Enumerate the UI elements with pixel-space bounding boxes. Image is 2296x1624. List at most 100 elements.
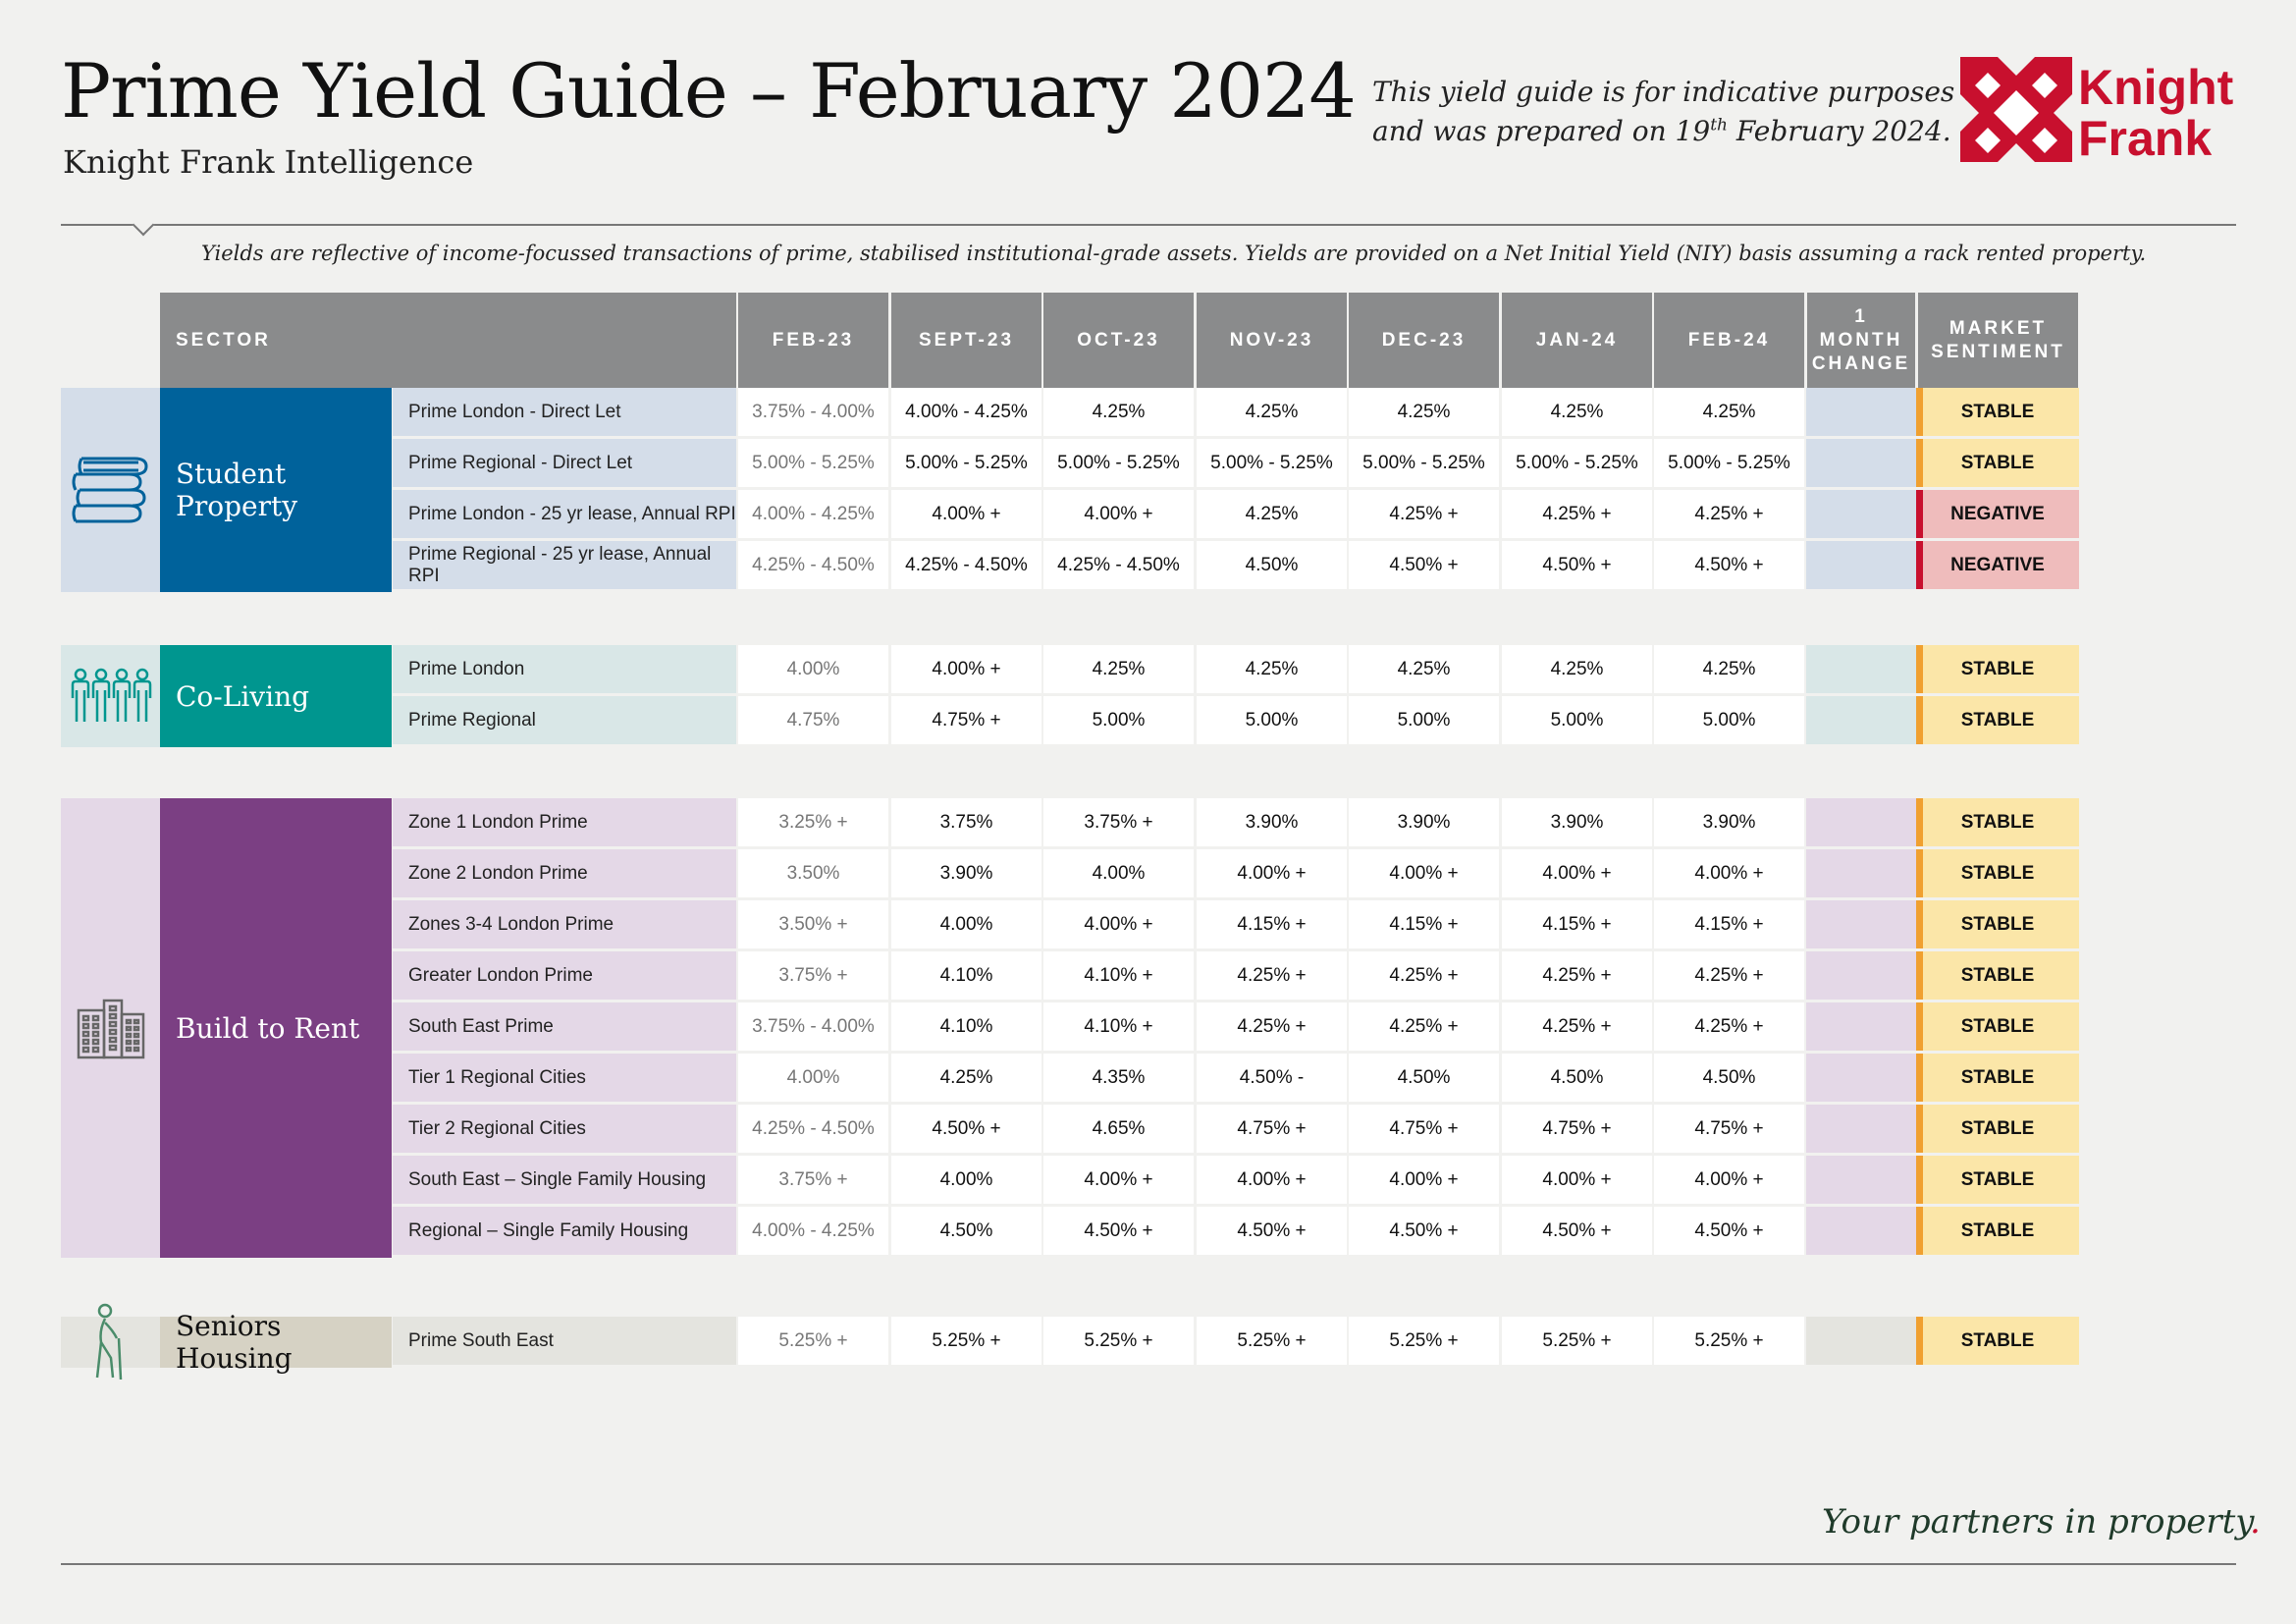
sector-title-1: Student Property (160, 388, 392, 592)
sentiment-bar (1916, 388, 1923, 436)
month-change-cell (1806, 645, 1917, 693)
sentiment-bar (1916, 1156, 1923, 1204)
slogan-text: Your partners in property (1822, 1502, 2250, 1542)
logo-mark-icon: Knight Frank (1960, 57, 2234, 166)
month-change-cell (1806, 1105, 1917, 1153)
month-change-cell (1806, 1054, 1917, 1102)
yield-cell: 5.00% (1043, 696, 1194, 744)
row-label: Tier 2 Regional Cities (393, 1105, 736, 1153)
sector-band-2 (61, 645, 160, 747)
sentiment-badge: STABLE (1916, 645, 2079, 693)
yield-cell: 5.00% - 5.25% (1654, 439, 1804, 487)
yield-cell: 4.50% (1654, 1054, 1804, 1102)
yield-cell: 4.65% (1043, 1105, 1194, 1153)
yield-cell: 4.25% (1349, 388, 1499, 436)
sentiment-bar (1916, 1317, 1923, 1365)
yield-cell: 5.25% + (891, 1317, 1041, 1365)
row-label: Prime London - Direct Let (393, 388, 736, 436)
yield-cell: 5.25% + (738, 1317, 888, 1365)
month-change-cell (1806, 490, 1917, 538)
sentiment-bar (1916, 490, 1923, 538)
yield-cell: 3.90% (1502, 798, 1652, 846)
sentiment-bar (1916, 1105, 1923, 1153)
yield-cell: 3.90% (1197, 798, 1347, 846)
row-label: Prime Regional (393, 696, 736, 744)
yield-cell: 3.50% (738, 849, 888, 897)
yield-cell: 4.50% + (1197, 1207, 1347, 1255)
yield-cell: 4.50% + (1654, 541, 1804, 589)
yield-cell: 4.75% + (891, 696, 1041, 744)
page-subtitle: Knight Frank Intelligence (63, 143, 474, 181)
row-label: Prime London (393, 645, 736, 693)
yield-cell: 4.25% (1654, 645, 1804, 693)
yield-cell: 5.00% - 5.25% (1502, 439, 1652, 487)
sector-title-2: Co-Living (160, 645, 392, 747)
yield-cell: 4.00% + (1043, 490, 1194, 538)
yield-cell: 4.50% + (1654, 1207, 1804, 1255)
yield-cell: 4.25% + (1654, 1002, 1804, 1051)
yield-cell: 4.25% + (1349, 1002, 1499, 1051)
row-label: Prime Regional - Direct Let (393, 439, 736, 487)
month-change-cell (1806, 1317, 1917, 1365)
yield-cell: 3.75% (891, 798, 1041, 846)
yield-cell: 4.25% (1043, 388, 1194, 436)
month-change-cell (1806, 1002, 1917, 1051)
yield-cell: 4.25% + (1654, 951, 1804, 1000)
yield-cell: 5.25% + (1197, 1317, 1347, 1365)
books-icon-svg (72, 457, 148, 523)
yield-cell: 4.25% (891, 1054, 1041, 1102)
yield-cell: 5.00% - 5.25% (1043, 439, 1194, 487)
sentiment-bar (1916, 951, 1923, 1000)
sentiment-bar (1916, 900, 1923, 948)
header-month-change: 1 MONTH CHANGE (1807, 293, 1915, 388)
header-market-sentiment: MARKET SENTIMENT (1918, 293, 2078, 388)
yield-cell: 4.25% + (1197, 1002, 1347, 1051)
sentiment-label: STABLE (1960, 1168, 2035, 1190)
yield-cell: 5.00% (1197, 696, 1347, 744)
sentiment-label: STABLE (1960, 1329, 2035, 1351)
yield-cell: 4.00% + (1502, 849, 1652, 897)
sentiment-badge: STABLE (1916, 388, 2079, 436)
header-oct-23: OCT-23 (1043, 293, 1194, 388)
yield-cell: 4.50% + (891, 1105, 1041, 1153)
sentiment-label: STABLE (1960, 811, 2035, 833)
header-sentiment-line-2: SENTIMENT (1931, 341, 2065, 362)
sector-title-3: Build to Rent (160, 798, 392, 1258)
logo-text-knight: Knight (2078, 60, 2234, 115)
yield-cell: 4.50% + (1043, 1207, 1194, 1255)
row-label: South East – Single Family Housing (393, 1156, 736, 1204)
sentiment-bar (1916, 1207, 1923, 1255)
yield-cell: 3.75% - 4.00% (738, 1002, 888, 1051)
header-sentiment-line-1: MARKET (1949, 317, 2048, 339)
yield-cell: 4.00% + (1197, 1156, 1347, 1204)
disclaimer-sup: th (1710, 115, 1728, 135)
yield-cell: 4.00% - 4.25% (891, 388, 1041, 436)
disclaimer-date-post: February 2024. (1727, 115, 1951, 147)
yield-cell: 4.25% (1349, 645, 1499, 693)
sentiment-bar (1916, 439, 1923, 487)
yield-cell: 4.15% + (1197, 900, 1347, 948)
sentiment-bar (1916, 849, 1923, 897)
yield-cell: 4.75% + (1654, 1105, 1804, 1153)
yield-cell: 4.15% + (1349, 900, 1499, 948)
yield-cell: 4.25% (1502, 645, 1652, 693)
header-change-line-2: MONTH (1819, 329, 1903, 351)
people-icon (70, 667, 152, 731)
yield-cell: 5.00% (1654, 696, 1804, 744)
yield-cell: 5.00% - 5.25% (1349, 439, 1499, 487)
elderly-person-icon (89, 1303, 133, 1386)
yield-cell: 4.75% (738, 696, 888, 744)
row-label: Prime South East (393, 1317, 736, 1365)
yield-cell: 4.25% - 4.50% (1043, 541, 1194, 589)
yield-cell: 4.25% (1197, 388, 1347, 436)
header-nov-23: NOV-23 (1197, 293, 1347, 388)
yield-cell: 4.75% + (1197, 1105, 1347, 1153)
month-change-cell (1806, 696, 1917, 744)
yield-cell: 4.25% + (1349, 490, 1499, 538)
yield-cell: 3.90% (1349, 798, 1499, 846)
yield-cell: 4.00% + (1349, 849, 1499, 897)
slogan-dot: . (2249, 1502, 2261, 1542)
month-change-cell (1806, 439, 1917, 487)
top-divider (61, 224, 2236, 226)
sentiment-label: STABLE (1960, 452, 2035, 473)
